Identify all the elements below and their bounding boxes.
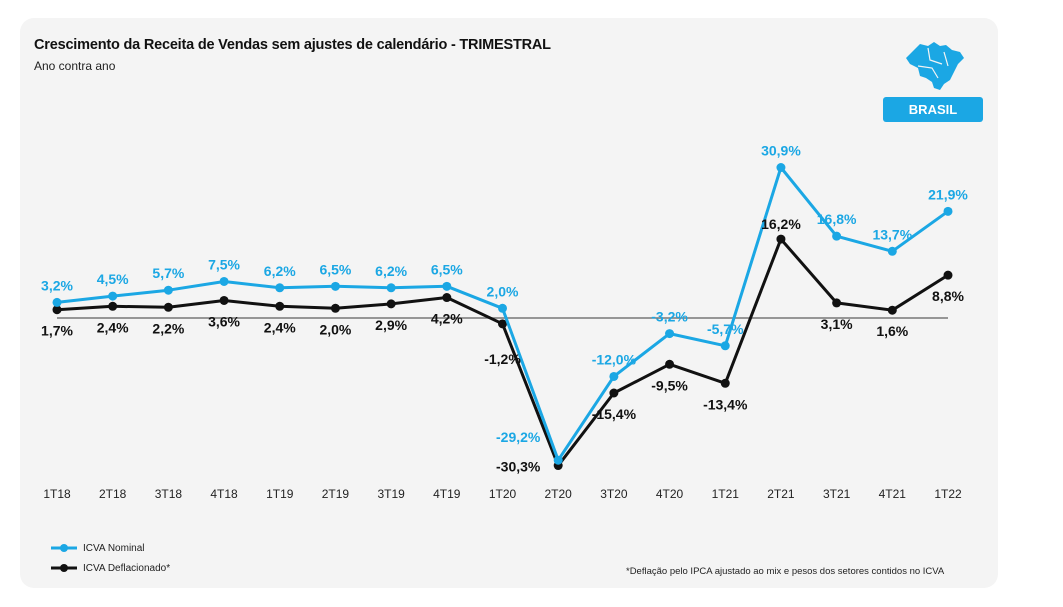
- data-point-deflated: [386, 299, 396, 309]
- data-point-deflated: [442, 293, 452, 303]
- data-label-nominal: 3,2%: [41, 277, 73, 293]
- data-point-deflated: [498, 319, 507, 329]
- data-label-nominal: -29,2%: [496, 429, 541, 445]
- data-point-deflated: [275, 301, 285, 311]
- data-label-nominal: 2,0%: [487, 283, 519, 299]
- data-label-nominal: 13,7%: [872, 226, 912, 242]
- data-label-nominal: -12,0%: [592, 351, 637, 367]
- data-label-deflated: 3,1%: [821, 316, 853, 332]
- brazil-map-icon: [906, 42, 964, 90]
- data-label-nominal: -5,7%: [707, 321, 744, 337]
- x-tick-label: 2T21: [767, 487, 795, 501]
- legend-label-deflated: ICVA Deflacionado*: [83, 562, 171, 574]
- x-tick-label: 2T18: [99, 487, 127, 501]
- data-point-deflated: [219, 295, 229, 305]
- x-tick-label: 4T20: [656, 487, 684, 501]
- data-label-nominal: 6,5%: [319, 261, 351, 277]
- data-point-deflated: [665, 359, 675, 369]
- data-point-deflated: [943, 270, 953, 280]
- data-label-deflated: 2,4%: [264, 319, 296, 335]
- data-label-deflated: -1,2%: [484, 351, 521, 367]
- data-label-nominal: 6,5%: [431, 261, 463, 277]
- data-label-deflated: 16,2%: [761, 216, 801, 232]
- x-tick-label: 3T20: [600, 487, 628, 501]
- data-point-nominal: [275, 283, 285, 293]
- data-label-deflated: -15,4%: [592, 406, 637, 422]
- x-tick-label: 3T18: [155, 487, 183, 501]
- data-point-deflated: [163, 302, 173, 312]
- x-tick-label: 4T19: [433, 487, 461, 501]
- legend-label-nominal: ICVA Nominal: [83, 542, 145, 554]
- data-label-nominal: 21,9%: [928, 186, 968, 202]
- data-point-deflated: [609, 388, 619, 398]
- data-point-nominal: [553, 455, 563, 465]
- data-label-deflated: 2,2%: [152, 320, 184, 336]
- data-point-deflated: [330, 303, 340, 313]
- data-label-nominal: 7,5%: [208, 256, 240, 272]
- data-point-nominal: [108, 291, 118, 301]
- x-tick-label: 1T18: [43, 487, 71, 501]
- data-point-nominal: [219, 276, 229, 286]
- x-tick-label: 1T19: [266, 487, 294, 501]
- x-tick-label: 3T19: [377, 487, 405, 501]
- data-point-nominal: [720, 341, 730, 351]
- x-tick-label: 4T18: [210, 487, 238, 501]
- data-point-deflated: [832, 298, 842, 308]
- data-label-nominal: 6,2%: [264, 263, 296, 279]
- data-point-nominal: [163, 285, 173, 295]
- data-point-nominal: [609, 371, 619, 381]
- x-tick-label: 2T19: [322, 487, 350, 501]
- data-point-nominal: [442, 281, 452, 291]
- data-point-deflated: [720, 378, 730, 388]
- data-label-nominal: 16,8%: [817, 211, 857, 227]
- data-label-deflated: -13,4%: [703, 396, 748, 412]
- data-label-nominal: 5,7%: [152, 265, 184, 281]
- chart-title: Crescimento da Receita de Vendas sem aju…: [34, 37, 551, 53]
- x-tick-label: 4T21: [879, 487, 907, 501]
- data-point-deflated: [776, 234, 786, 244]
- data-point-nominal: [887, 246, 897, 256]
- data-label-deflated: 2,9%: [375, 317, 407, 333]
- data-label-deflated: 2,0%: [319, 321, 351, 337]
- legend-item-deflated: ICVA Deflacionado*: [51, 558, 170, 578]
- data-point-nominal: [776, 163, 786, 173]
- data-point-nominal: [832, 231, 842, 241]
- x-tick-label: 1T22: [934, 487, 962, 501]
- data-point-deflated: [887, 305, 897, 315]
- footnote: *Deflação pelo IPCA ajustado ao mix e pe…: [626, 566, 945, 577]
- legend-item-nominal: ICVA Nominal: [51, 538, 170, 558]
- x-tick-label: 3T21: [823, 487, 851, 501]
- data-label-deflated: 1,7%: [41, 323, 73, 339]
- data-point-nominal: [52, 297, 62, 307]
- region-badge: BRASIL: [883, 97, 983, 122]
- data-point-nominal: [665, 329, 675, 339]
- chart-subtitle: Ano contra ano: [34, 59, 116, 73]
- legend-marker-deflated: [51, 564, 77, 572]
- data-point-nominal: [498, 303, 507, 313]
- data-point-nominal: [943, 206, 953, 216]
- data-label-deflated: 2,4%: [97, 319, 129, 335]
- data-label-deflated: -30,3%: [496, 459, 541, 475]
- data-point-nominal: [330, 281, 340, 291]
- x-tick-label: 1T20: [489, 487, 517, 501]
- data-label-deflated: 1,6%: [876, 323, 908, 339]
- chart-legend: ICVA Nominal ICVA Deflacionado*: [51, 538, 170, 578]
- series-line-nominal: [56, 166, 949, 462]
- data-label-deflated: 4,2%: [431, 311, 463, 327]
- data-label-nominal: -3,2%: [651, 309, 688, 325]
- x-tick-label: 1T21: [712, 487, 740, 501]
- x-tick-label: 2T20: [545, 487, 573, 501]
- data-label-deflated: -9,5%: [651, 377, 688, 393]
- data-label-deflated: 3,6%: [208, 313, 240, 329]
- data-label-nominal: 4,5%: [97, 271, 129, 287]
- data-point-nominal: [386, 283, 396, 293]
- data-label-nominal: 6,2%: [375, 263, 407, 279]
- data-point-deflated: [108, 301, 118, 311]
- data-point-deflated: [52, 305, 62, 315]
- data-label-deflated: 8,8%: [932, 288, 964, 304]
- data-label-nominal: 30,9%: [761, 143, 801, 159]
- legend-marker-nominal: [51, 544, 77, 552]
